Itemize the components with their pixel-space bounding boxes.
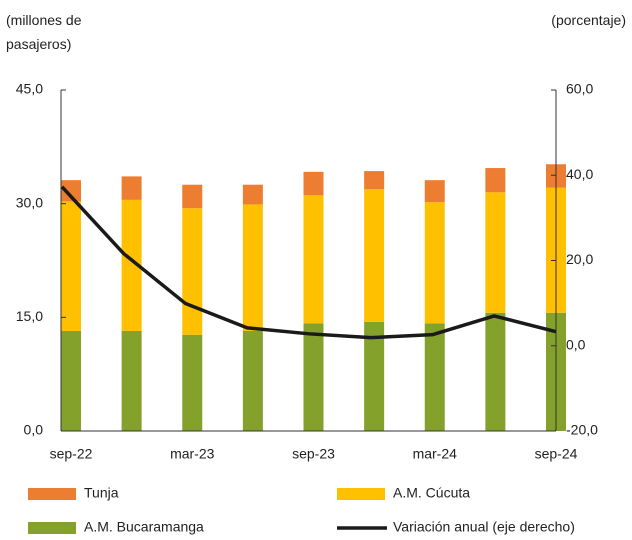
bar-segment <box>424 180 445 203</box>
bar-segment <box>242 204 263 331</box>
legend-swatch <box>337 488 385 500</box>
legend-swatch <box>28 522 76 534</box>
y-tick-label: 30,0 <box>16 194 43 210</box>
bar-segment <box>182 334 203 431</box>
bar-segment <box>61 201 81 331</box>
bar-segment <box>121 330 142 431</box>
bar-segment <box>182 208 203 335</box>
y-tick-label: 15,0 <box>16 308 43 324</box>
y-tick-label: 45,0 <box>16 81 43 97</box>
y2-axis-label: (porcentaje) <box>551 12 626 28</box>
y2-tick-label: 0,0 <box>566 336 586 352</box>
bar-segment <box>303 195 324 324</box>
x-tick-label: sep-24 <box>535 446 578 462</box>
bar-segment <box>242 330 263 431</box>
y-axis-label: (millones de pasajeros) <box>6 12 82 52</box>
x-tick-label: mar-23 <box>170 446 215 462</box>
y2-tick-label: 20,0 <box>566 251 593 267</box>
bar-segment <box>242 184 263 205</box>
x-tick-label: mar-24 <box>413 446 458 462</box>
bar-segment <box>61 330 81 431</box>
bar-segment <box>424 202 445 324</box>
x-tick-label: sep-23 <box>292 446 335 462</box>
bar-segment <box>364 189 385 322</box>
bar-segment <box>182 184 203 209</box>
bar-segment <box>485 312 506 431</box>
y2-tick-label: 60,0 <box>566 81 593 97</box>
bar-segment <box>303 171 324 196</box>
bar-segment <box>61 180 81 202</box>
bar-segment <box>424 323 445 431</box>
y2-tick-label: -20,0 <box>566 422 598 438</box>
bar-segment <box>485 168 506 193</box>
bar-segment <box>364 171 385 190</box>
bar-segment <box>121 176 142 200</box>
line-series <box>60 185 557 340</box>
legend-label: Tunja <box>84 485 119 501</box>
legend-label: A.M. Cúcuta <box>393 485 470 501</box>
bar-segment <box>364 321 385 431</box>
x-tick-label: sep-22 <box>50 446 93 462</box>
legend-label: A.M. Bucaramanga <box>84 519 204 535</box>
y-tick-label: 0,0 <box>24 422 44 438</box>
y2-tick-label: 40,0 <box>566 166 593 182</box>
bar-segment <box>485 192 506 313</box>
legend-swatch <box>28 488 76 500</box>
legend-label: Variación anual (eje derecho) <box>393 519 575 535</box>
bar-segment <box>303 323 324 431</box>
bar-segment <box>121 199 142 331</box>
